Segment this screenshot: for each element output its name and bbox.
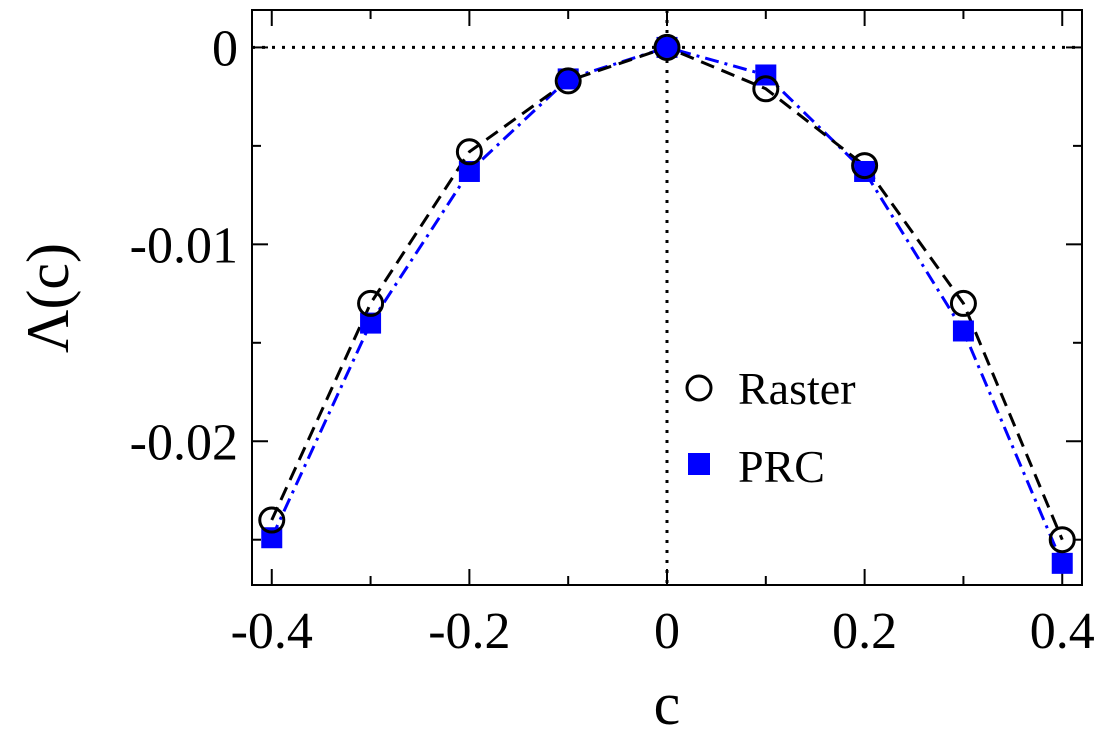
raster-point xyxy=(653,33,681,61)
legend-raster-label: Raster xyxy=(738,363,856,414)
raster-point xyxy=(1048,526,1076,554)
raster-point xyxy=(949,289,977,317)
tick-labels: -0.4 -0.2 0 0.2 0.4 0 -0.01 -0.02 xyxy=(130,20,1095,660)
prc-point xyxy=(1051,552,1073,574)
y-tick-label: -0.01 xyxy=(130,217,238,274)
x-tick-label: -0.4 xyxy=(231,603,313,660)
raster-point xyxy=(258,506,286,534)
raster-point xyxy=(455,138,483,166)
x-tick-label: 0.2 xyxy=(832,603,897,660)
raster-point xyxy=(357,289,385,317)
prc-point xyxy=(360,312,382,334)
raster-point xyxy=(752,75,780,103)
y-tick-label: -0.02 xyxy=(130,414,238,471)
reference-lines xyxy=(252,10,1082,585)
series-line-prc xyxy=(270,45,1064,564)
y-axis-label: Λ(c) xyxy=(15,243,81,353)
prc-point xyxy=(557,68,579,90)
prc-point xyxy=(656,36,678,58)
legend: Raster PRC xyxy=(685,363,856,492)
data-markers xyxy=(258,33,1076,574)
x-tick-label: -0.2 xyxy=(428,603,510,660)
raster-point xyxy=(851,152,879,180)
legend-prc-marker xyxy=(688,453,710,475)
series-lines xyxy=(270,45,1064,564)
legend-raster-marker xyxy=(685,374,713,402)
prc-point xyxy=(755,64,777,86)
x-tick-label: 0 xyxy=(654,603,680,660)
legend-prc-label: PRC xyxy=(738,441,825,492)
prc-point xyxy=(458,160,480,182)
axis-ticks xyxy=(252,10,1082,585)
prc-point xyxy=(261,527,283,549)
y-tick-label: 0 xyxy=(212,20,238,77)
x-axis-label: c xyxy=(654,671,681,736)
x-tick-label: 0.4 xyxy=(1030,603,1095,660)
prc-point xyxy=(952,320,974,342)
raster-point xyxy=(554,67,582,95)
